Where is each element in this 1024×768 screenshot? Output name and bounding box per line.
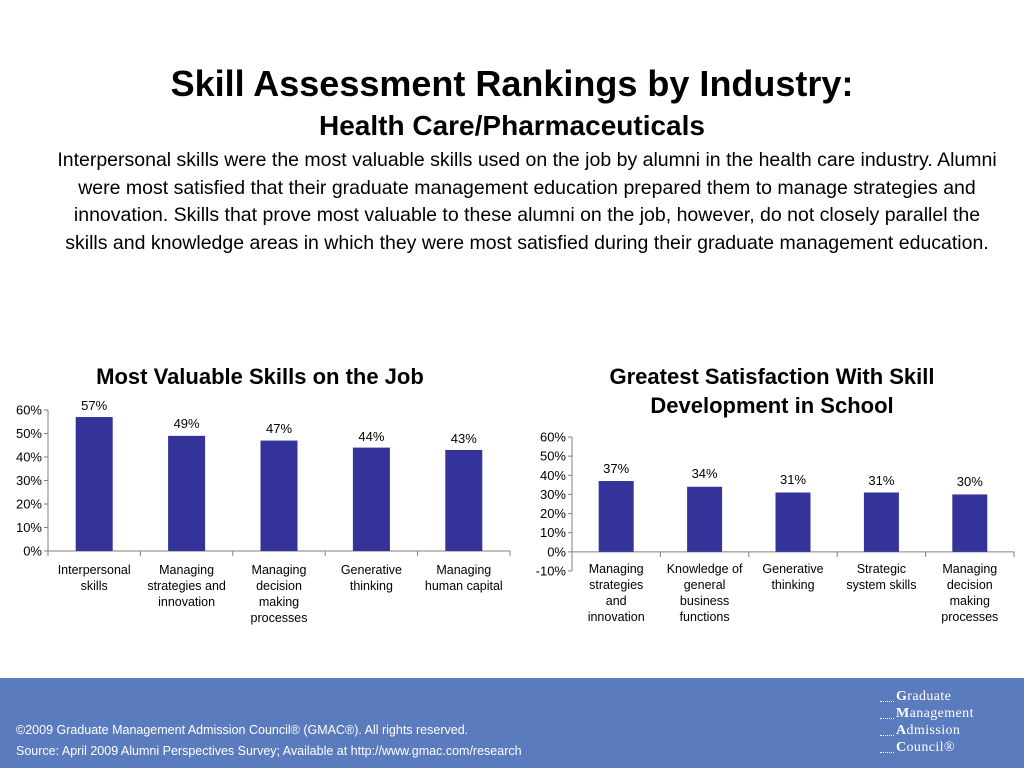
data-label: 49% (174, 416, 200, 431)
y-tick-label: 50% (16, 426, 42, 441)
bar (952, 494, 988, 552)
y-tick-label: 30% (16, 473, 42, 488)
category-label: Generative (341, 563, 402, 577)
logo-row: Management (880, 705, 1016, 722)
category-label: making (950, 594, 990, 608)
category-label: human capital (425, 579, 503, 593)
category-label: business (680, 594, 729, 608)
y-tick-label: 0% (23, 544, 42, 559)
y-tick-label: 40% (16, 450, 42, 465)
category-label: skills (81, 579, 108, 593)
logo-row: Council® (880, 739, 1016, 756)
category-label: innovation (158, 595, 215, 609)
category-label: Interpersonal (58, 563, 131, 577)
copyright-text: ©2009 Graduate Management Admission Coun… (16, 723, 469, 737)
gmac-logo: Graduate Management Admission Council® (880, 688, 1016, 760)
chart1-most-valuable-skills: 0% 10% 20% 30% 40% 50% 60% 57% Interpersonal skil… (16, 398, 511, 625)
y-tick-label: -10% (536, 564, 567, 579)
bar (75, 417, 113, 551)
bar (598, 481, 634, 552)
category-label: thinking (771, 578, 814, 592)
data-label: 47% (266, 421, 292, 436)
data-label: 31% (780, 472, 806, 487)
category-label: decision (947, 578, 993, 592)
y-tick-label: 10% (540, 525, 566, 540)
category-label: Managing (942, 562, 997, 576)
category-label: Managing (159, 563, 214, 577)
y-tick-label: 0% (547, 544, 566, 559)
bar (687, 486, 723, 552)
category-label: making (259, 595, 299, 609)
category-label: Managing (252, 563, 307, 577)
category-label: Knowledge of (667, 562, 743, 576)
y-tick-label: 10% (16, 520, 42, 535)
category-label: and (606, 594, 627, 608)
bar (445, 449, 483, 551)
y-tick-label: 20% (16, 497, 42, 512)
category-label: Strategic (857, 562, 906, 576)
logo-row: Admission (880, 722, 1016, 739)
data-label: 44% (358, 429, 384, 444)
category-label: system skills (846, 578, 916, 592)
data-label: 43% (451, 431, 477, 446)
category-label: functions (680, 610, 730, 624)
chart2-greatest-satisfaction: -10% 0% 10% 20% 30% 40% 50% 60% 37% Managing strat… (536, 430, 1015, 624)
y-tick-label: 40% (540, 468, 566, 483)
data-label: 30% (957, 474, 983, 489)
data-label: 34% (692, 466, 718, 481)
category-label: strategies and (147, 579, 226, 593)
category-label: processes (941, 610, 998, 624)
bar (352, 447, 390, 551)
y-tick-label: 20% (540, 506, 566, 521)
category-label: Managing (436, 563, 491, 577)
y-tick-label: 50% (540, 449, 566, 464)
data-label: 31% (868, 473, 894, 488)
category-label: decision (256, 579, 302, 593)
category-label: processes (251, 611, 308, 625)
category-label: general (684, 578, 726, 592)
category-label: strategies (589, 578, 643, 592)
chart1-title: Most Valuable Skills on the Job (96, 364, 424, 389)
category-label: thinking (350, 579, 393, 593)
source-text: Source: April 2009 Alumni Perspectives S… (16, 744, 522, 758)
bar (168, 435, 206, 551)
bar (863, 492, 899, 552)
y-tick-label: 30% (540, 487, 566, 502)
category-label: Generative (762, 562, 823, 576)
summary-text: Interpersonal skills were the most valua… (57, 149, 997, 254)
data-label: 57% (81, 398, 107, 413)
footer-bar: ©2009 Graduate Management Admission Coun… (0, 678, 1024, 768)
logo-row: Graduate (880, 688, 1016, 705)
y-tick-label: 60% (540, 430, 566, 445)
bar (775, 492, 811, 552)
page-title: Skill Assessment Rankings by Industry: (170, 63, 854, 104)
data-label: 37% (603, 461, 629, 476)
bar (260, 440, 298, 551)
chart2-title: Greatest Satisfaction With Skill Develop… (609, 364, 935, 418)
page-subtitle: Health Care/Pharmaceuticals (319, 110, 705, 141)
category-label: Managing (589, 562, 644, 576)
category-label: innovation (588, 610, 645, 624)
y-tick-label: 60% (16, 403, 42, 418)
